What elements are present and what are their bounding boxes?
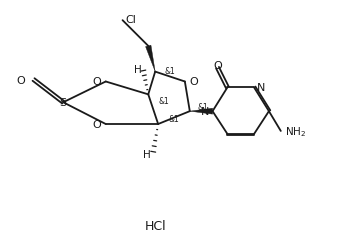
Text: Cl: Cl [126,15,137,25]
Text: HCl: HCl [144,219,166,232]
Text: O: O [213,60,222,70]
Polygon shape [190,109,213,115]
Text: O: O [92,77,101,87]
Text: NH$_2$: NH$_2$ [285,124,306,138]
Text: S: S [60,98,67,108]
Text: N: N [257,83,265,93]
Text: &1: &1 [198,102,209,111]
Text: O: O [190,77,199,87]
Text: H: H [143,149,151,159]
Text: N: N [201,107,210,117]
Text: O: O [17,75,26,85]
Text: O: O [92,119,101,130]
Text: &1: &1 [158,97,169,105]
Text: H: H [133,64,141,74]
Text: &1: &1 [164,67,175,76]
Text: &1: &1 [168,114,179,123]
Polygon shape [145,46,155,72]
